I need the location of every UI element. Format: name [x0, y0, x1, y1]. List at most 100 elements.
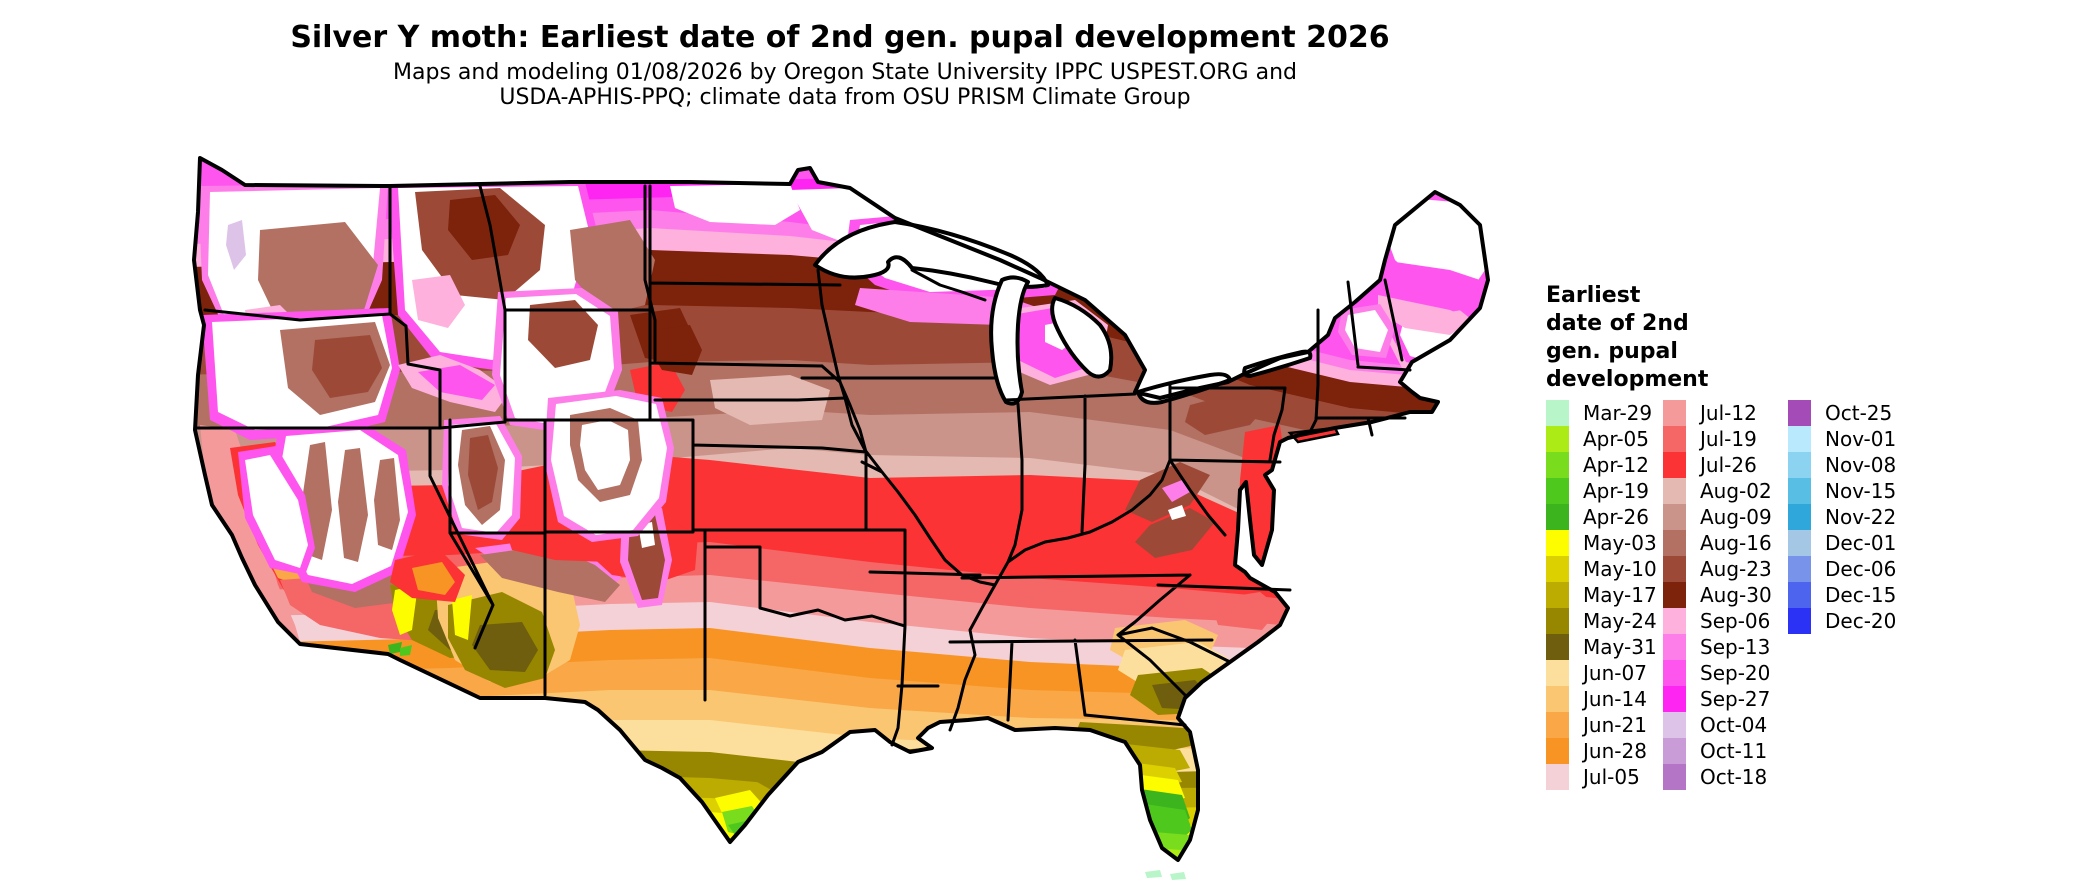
blob-az-darkolive: [472, 622, 538, 672]
blob-wa-brown: [258, 222, 378, 330]
legend-swatch: [1663, 478, 1686, 504]
blob-wy-brown: [528, 300, 598, 368]
blob-va-ridge: [1135, 508, 1215, 558]
blob-nmn-white: [670, 184, 800, 225]
blob-nv-range2: [338, 448, 368, 562]
legend-swatch: [1546, 400, 1569, 426]
legend-entry: May-10: [1546, 556, 1657, 582]
legend-label: Jul-26: [1700, 453, 1757, 477]
legend-swatch: [1788, 400, 1811, 426]
band-jun-28: [194, 628, 1488, 860]
legend-label: Aug-02: [1700, 479, 1772, 503]
legend-swatch: [1663, 400, 1686, 426]
blob-pa-ridge: [1185, 392, 1270, 435]
lake-huron: [1050, 296, 1114, 379]
subtitle-line-2: USDA-APHIS-PPQ; climate data from OSU PR…: [499, 85, 1191, 110]
legend-entry: Apr-19: [1546, 478, 1657, 504]
legend-entry: Jun-21: [1546, 712, 1657, 738]
subtitle-line-1: Maps and modeling 01/08/2026 by Oregon S…: [393, 60, 1297, 85]
legend: Earliest date of 2nd gen. pupal developm…: [1546, 282, 1966, 790]
legend-label: May-17: [1583, 583, 1657, 607]
legend-label: Apr-12: [1583, 453, 1649, 477]
legend-entry: Oct-25: [1788, 400, 1896, 426]
blob-sierra-white: [245, 455, 308, 568]
legend-label: Apr-19: [1583, 479, 1649, 503]
legend-swatch: [1663, 530, 1686, 556]
legend-entry: Dec-20: [1788, 608, 1896, 634]
state-borders: [193, 184, 1412, 747]
legend-entry: Aug-09: [1663, 504, 1772, 530]
legend-entry: Apr-12: [1546, 452, 1657, 478]
legend-swatch: [1546, 530, 1569, 556]
florida-keys-2: [1170, 872, 1186, 880]
legend-entry: Jun-14: [1546, 686, 1657, 712]
legend-entry: May-24: [1546, 608, 1657, 634]
legend-entry: Sep-27: [1663, 686, 1772, 712]
legend-title-line: development: [1546, 367, 1709, 392]
legend-entry: May-31: [1546, 634, 1657, 660]
legend-label: Sep-13: [1700, 635, 1771, 659]
blob-az-yellow: [452, 595, 472, 640]
legend-entry: Jun-07: [1546, 660, 1657, 686]
legend-swatch: [1663, 686, 1686, 712]
legend-entry: Dec-15: [1788, 582, 1896, 608]
blob-snv-orange: [412, 562, 455, 595]
legend-label: Aug-30: [1700, 583, 1772, 607]
legend-swatch: [1546, 556, 1569, 582]
legend-entry: Aug-02: [1663, 478, 1772, 504]
us-map: [150, 130, 1530, 892]
florida-keys-1: [1145, 870, 1162, 878]
legend-swatch: [1663, 608, 1686, 634]
legend-entry: Nov-08: [1788, 452, 1896, 478]
legend-label: May-03: [1583, 531, 1657, 555]
blob-nv-range3: [374, 458, 400, 550]
blob-mt-brown: [570, 220, 655, 315]
legend-entry: Mar-29: [1546, 400, 1657, 426]
legend-label: Jun-28: [1583, 739, 1647, 763]
legend-entry: May-17: [1546, 582, 1657, 608]
legend-entry: Aug-30: [1663, 582, 1772, 608]
blob-me-pink: [1378, 295, 1472, 335]
legend-label: Jun-14: [1583, 687, 1647, 711]
band-may-03: [194, 810, 1488, 860]
legend-swatch: [1663, 426, 1686, 452]
legend-swatch: [1546, 660, 1569, 686]
legend-entry: Jun-28: [1546, 738, 1657, 764]
legend-swatch: [1788, 426, 1811, 452]
legend-swatch: [1546, 452, 1569, 478]
legend-label: Oct-25: [1825, 401, 1893, 425]
band-jun-14: [194, 690, 1488, 860]
legend-entry: Jul-05: [1546, 764, 1657, 790]
band-jun-07: [194, 720, 1488, 860]
legend-swatch: [1663, 634, 1686, 660]
legend-swatch: [1788, 452, 1811, 478]
blob-mogollon: [480, 545, 620, 602]
us-outline: [192, 156, 1490, 862]
legend-entry: Jul-12: [1663, 400, 1772, 426]
legend-entry: Oct-18: [1663, 764, 1772, 790]
legend-title-line: date of 2nd: [1546, 311, 1689, 336]
legend-entry: Dec-06: [1788, 556, 1896, 582]
legend-label: Dec-06: [1825, 557, 1897, 581]
legend-label: Nov-08: [1825, 453, 1897, 477]
legend-column-2: Jul-12 Jul-19 Jul-26 Aug-02 Aug-09 Aug-16 Aug-…: [1663, 400, 1772, 790]
legend-swatch: [1788, 504, 1811, 530]
legend-entry: Oct-04: [1663, 712, 1772, 738]
us-map-svg: [192, 156, 1490, 880]
legend-label: Sep-06: [1700, 609, 1771, 633]
legend-swatch: [1546, 582, 1569, 608]
blob-app-magenta: [1162, 480, 1190, 502]
legend-swatch: [1788, 556, 1811, 582]
legend-label: Sep-20: [1700, 661, 1771, 685]
legend-entry: Jul-19: [1663, 426, 1772, 452]
legend-label: May-24: [1583, 609, 1657, 633]
legend-entry: May-03: [1546, 530, 1657, 556]
legend-swatch: [1788, 478, 1811, 504]
legend-entry: Apr-05: [1546, 426, 1657, 452]
legend-swatch: [1788, 530, 1811, 556]
legend-label: May-10: [1583, 557, 1657, 581]
band-may-24: [194, 750, 1488, 860]
legend-entry: Nov-01: [1788, 426, 1896, 452]
page-title: Silver Y moth: Earliest date of 2nd gen.…: [290, 20, 1390, 55]
